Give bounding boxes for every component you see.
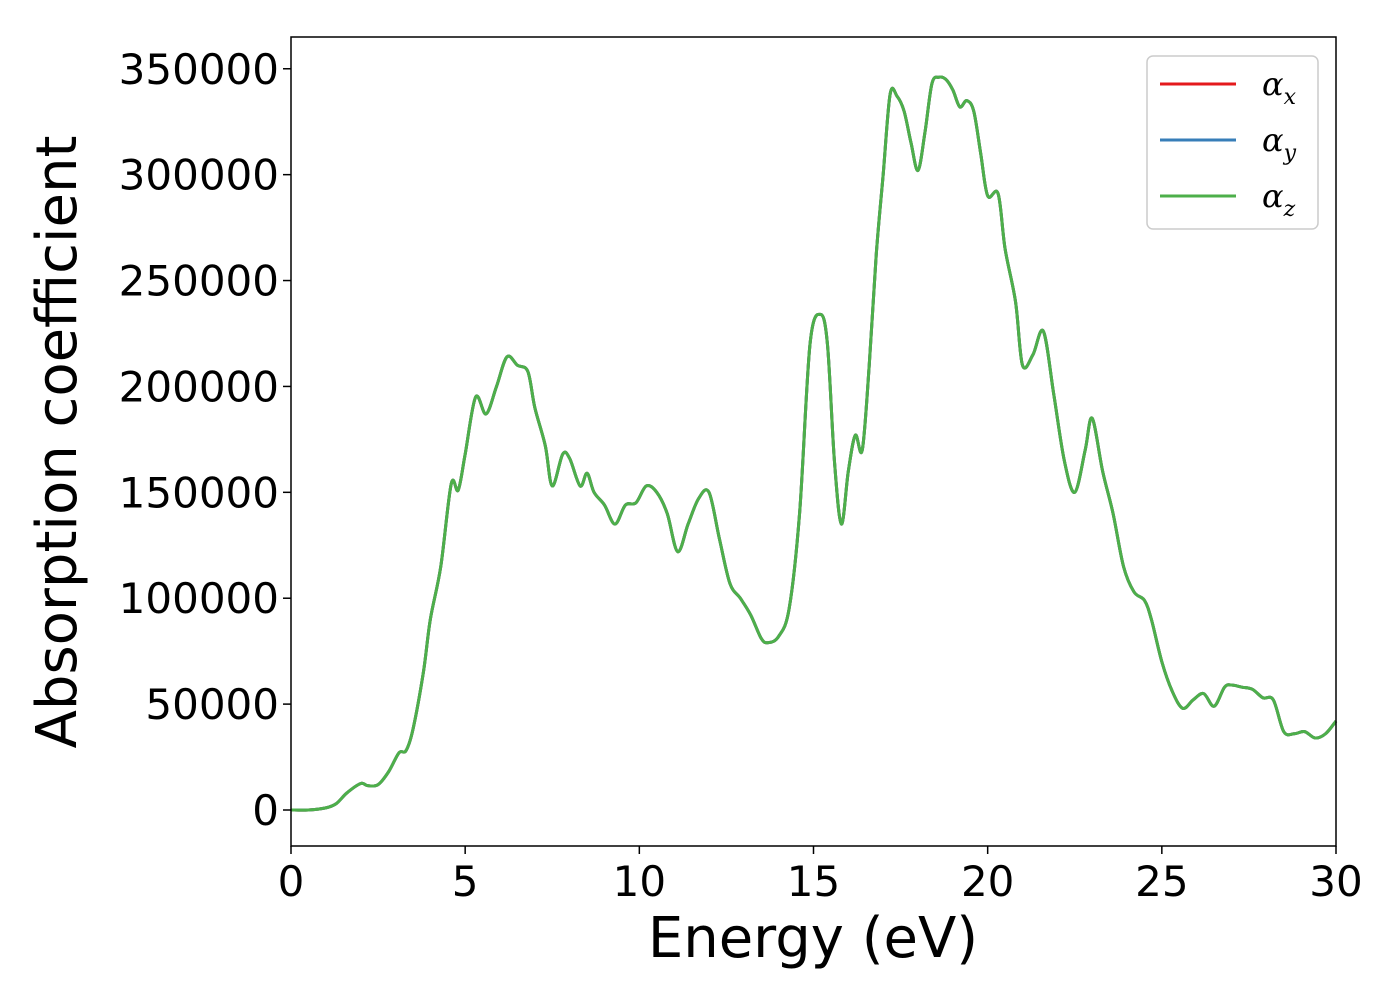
- x-tick-label: 15: [787, 857, 840, 906]
- y-axis-ticks: 0 50000 100000 150000 200000 250000 300000 3500…: [119, 45, 291, 835]
- y-tick-label: 100000: [119, 574, 279, 623]
- x-axis-ticks: 0 5 10 15 20 25 30: [278, 846, 1363, 906]
- series-line-alpha-z: [290, 75, 1338, 812]
- series-layer: [290, 75, 1338, 812]
- y-tick-label: 200000: [119, 362, 279, 411]
- x-tick-label: 30: [1309, 857, 1362, 906]
- y-axis-label: Absorption coefficient: [25, 136, 90, 749]
- y-tick-label: 300000: [119, 151, 279, 200]
- x-tick-label: 5: [452, 857, 479, 906]
- y-tick-label: 50000: [145, 680, 279, 729]
- x-axis-label: Energy (eV): [648, 906, 978, 971]
- x-tick-label: 10: [613, 857, 666, 906]
- y-tick-label: 250000: [119, 257, 279, 306]
- x-tick-label: 25: [1135, 857, 1188, 906]
- y-tick-label: 0: [252, 786, 279, 835]
- x-tick-label: 0: [278, 857, 305, 906]
- y-tick-label: 150000: [119, 468, 279, 517]
- legend-box: [1146, 55, 1319, 230]
- x-tick-label: 20: [961, 857, 1014, 906]
- y-tick-label: 350000: [119, 45, 279, 94]
